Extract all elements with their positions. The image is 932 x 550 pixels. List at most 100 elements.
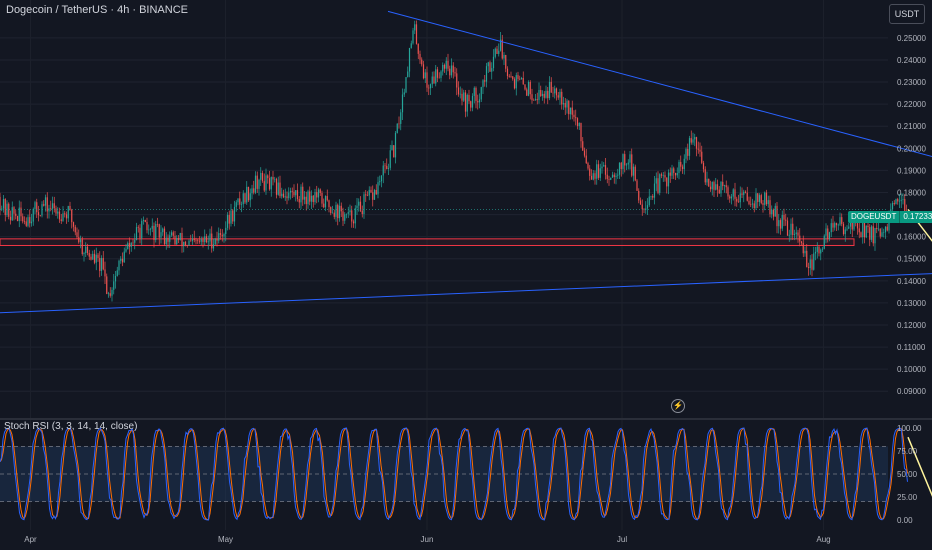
candle-body bbox=[734, 189, 736, 199]
candle-body bbox=[298, 199, 300, 203]
candle-body bbox=[121, 258, 124, 263]
candle-body bbox=[886, 226, 888, 231]
stoch-rsi-series bbox=[0, 427, 932, 521]
candle-body bbox=[244, 193, 246, 203]
candle-body bbox=[46, 197, 48, 212]
candle-body bbox=[657, 178, 659, 193]
candle-body bbox=[729, 196, 731, 199]
candle-body bbox=[440, 71, 442, 78]
candle-body bbox=[839, 217, 841, 225]
candle-body bbox=[100, 257, 103, 271]
candle-body bbox=[275, 178, 278, 195]
candle-body bbox=[559, 91, 561, 98]
candle-body bbox=[669, 172, 671, 176]
chart-title: Dogecoin / TetherUS · 4h · BINANCE bbox=[6, 4, 188, 16]
candle-body bbox=[452, 65, 454, 73]
candle-body bbox=[102, 257, 104, 270]
candle-body bbox=[685, 148, 687, 159]
stoch-rsi-title: Stoch RSI (3, 3, 14, 14, close) bbox=[4, 421, 138, 432]
candle-body bbox=[573, 114, 575, 118]
candle-body bbox=[506, 68, 509, 77]
candle-body bbox=[748, 200, 750, 205]
candle-body bbox=[722, 181, 724, 187]
candle-body bbox=[97, 254, 99, 258]
candle-body bbox=[27, 217, 29, 226]
candle-body bbox=[414, 24, 416, 31]
candle-body bbox=[765, 192, 768, 205]
candle-body bbox=[447, 60, 449, 69]
candle-body bbox=[267, 175, 269, 179]
projection-line bbox=[907, 208, 932, 242]
candle-body bbox=[184, 241, 187, 246]
candle-body bbox=[554, 88, 556, 94]
candle-body bbox=[429, 84, 432, 89]
price-tick-label: 0.20000 bbox=[897, 144, 926, 153]
candle-body bbox=[125, 249, 127, 252]
price-tick-label: 0.15000 bbox=[897, 255, 926, 264]
candle-body bbox=[622, 154, 624, 170]
candle-body bbox=[149, 228, 152, 230]
candle-body bbox=[641, 204, 643, 210]
candle-body bbox=[715, 184, 717, 190]
candle-body bbox=[520, 78, 523, 80]
candle-body bbox=[531, 94, 533, 101]
candle-body bbox=[526, 89, 528, 96]
candle-body bbox=[1, 208, 3, 210]
currency-button[interactable]: USDT bbox=[889, 4, 925, 24]
candle-body bbox=[296, 190, 299, 200]
candle-body bbox=[137, 227, 139, 228]
candle-body bbox=[718, 189, 720, 194]
candle-body bbox=[286, 196, 288, 199]
candle-body bbox=[643, 209, 645, 210]
candle-body bbox=[368, 189, 370, 196]
candle-body bbox=[555, 88, 558, 96]
candle-body bbox=[309, 191, 311, 202]
candle-body bbox=[146, 221, 148, 231]
candle-body bbox=[120, 258, 122, 261]
candle-body bbox=[872, 226, 874, 244]
candle-body bbox=[300, 186, 302, 203]
candle-body bbox=[620, 162, 622, 170]
candle-body bbox=[477, 101, 479, 103]
candle-body bbox=[393, 145, 395, 158]
candle-body bbox=[344, 214, 346, 221]
candle-body bbox=[144, 219, 146, 222]
candle-body bbox=[564, 103, 566, 108]
candle-body bbox=[251, 188, 253, 194]
candle-body bbox=[16, 215, 19, 222]
candle-body bbox=[394, 132, 397, 158]
candle-body bbox=[354, 208, 356, 224]
candle-body bbox=[356, 205, 358, 209]
candle-body bbox=[18, 207, 20, 222]
candle-body bbox=[142, 219, 145, 221]
candle-body bbox=[468, 94, 470, 102]
lightning-icon[interactable]: ⚡ bbox=[671, 399, 685, 413]
candle-body bbox=[848, 226, 850, 229]
candle-body bbox=[130, 242, 132, 247]
candle-body bbox=[268, 178, 271, 190]
candle-body bbox=[183, 241, 185, 247]
candle-body bbox=[517, 75, 519, 79]
candle-body bbox=[335, 204, 337, 217]
candle-body bbox=[92, 253, 94, 260]
candle-body bbox=[218, 233, 220, 241]
candle-body bbox=[289, 190, 292, 193]
candle-body bbox=[489, 62, 491, 72]
candle-body bbox=[221, 234, 223, 237]
candle-body bbox=[606, 174, 608, 180]
candle-body bbox=[725, 185, 727, 188]
candle-body bbox=[755, 193, 757, 209]
candle-body bbox=[260, 172, 262, 180]
candle-body bbox=[540, 90, 542, 96]
rsi-tick-label: 25.00 bbox=[897, 493, 918, 502]
candle-body bbox=[71, 209, 73, 223]
candle-body bbox=[681, 166, 684, 170]
candle-body bbox=[118, 260, 120, 271]
candle-body bbox=[552, 92, 554, 94]
candle-body bbox=[617, 174, 619, 176]
candle-body bbox=[83, 252, 85, 255]
candle-body bbox=[426, 72, 428, 88]
candle-body bbox=[701, 151, 703, 163]
candle-body bbox=[578, 123, 580, 127]
candle-body bbox=[72, 222, 75, 227]
